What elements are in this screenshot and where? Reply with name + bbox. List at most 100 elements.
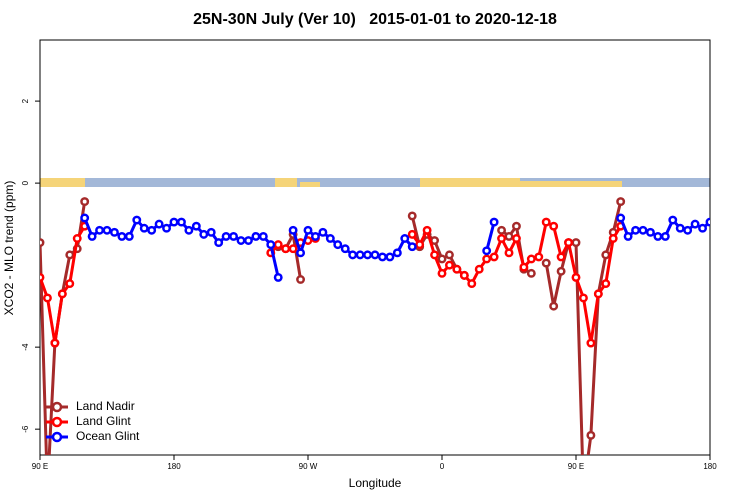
data-point bbox=[580, 487, 586, 493]
data-point bbox=[214, 238, 224, 248]
data-point bbox=[601, 279, 611, 289]
data-point bbox=[139, 223, 149, 233]
data-point bbox=[675, 223, 685, 233]
data-point bbox=[176, 217, 186, 227]
x-tick-label: 90 E bbox=[568, 462, 584, 471]
data-point bbox=[698, 223, 708, 233]
data-point bbox=[400, 234, 410, 243]
data-point bbox=[355, 250, 365, 260]
data-point bbox=[534, 252, 544, 262]
y-axis-label: XCO2 - MLO trend (ppm) bbox=[2, 181, 16, 316]
data-point bbox=[221, 231, 231, 241]
data-point bbox=[258, 231, 268, 241]
data-point bbox=[288, 225, 298, 235]
data-point bbox=[541, 217, 551, 227]
data-point bbox=[50, 338, 60, 348]
series-line bbox=[40, 201, 623, 455]
legend-marker bbox=[51, 431, 63, 443]
data-point bbox=[683, 225, 693, 235]
data-point bbox=[489, 252, 499, 262]
data-point bbox=[415, 240, 425, 250]
data-point bbox=[705, 217, 710, 227]
data-point bbox=[511, 234, 521, 243]
data-point bbox=[236, 236, 246, 245]
data-point bbox=[571, 238, 581, 248]
data-point bbox=[511, 221, 521, 231]
x-tick-label: 0 bbox=[440, 462, 445, 471]
data-point bbox=[526, 268, 536, 278]
series-line bbox=[83, 217, 710, 278]
data-point bbox=[310, 231, 320, 241]
data-point bbox=[154, 219, 164, 229]
data-point bbox=[206, 227, 216, 237]
data-point bbox=[42, 293, 52, 303]
data-point bbox=[504, 231, 514, 241]
data-point bbox=[407, 242, 417, 252]
data-point bbox=[497, 225, 507, 235]
data-point bbox=[199, 229, 209, 239]
data-point bbox=[482, 254, 492, 264]
land-ocean-strip bbox=[40, 178, 710, 187]
data-point bbox=[109, 227, 119, 237]
data-point bbox=[392, 248, 402, 258]
data-point bbox=[645, 227, 655, 237]
data-point bbox=[288, 244, 298, 254]
y-tick-label: 2 bbox=[21, 98, 30, 103]
data-point bbox=[459, 270, 469, 280]
data-point bbox=[266, 240, 276, 250]
legend-label: Land Nadir bbox=[76, 399, 135, 413]
data-point bbox=[474, 264, 484, 274]
data-point bbox=[132, 215, 142, 225]
data-point bbox=[296, 248, 306, 258]
x-tick-label: 180 bbox=[703, 462, 717, 471]
data-point bbox=[660, 231, 670, 241]
data-point bbox=[40, 238, 45, 248]
y-tick-label: 0 bbox=[21, 180, 30, 185]
data-point bbox=[467, 279, 477, 289]
data-point bbox=[184, 225, 194, 235]
data-point bbox=[489, 217, 499, 227]
data-point bbox=[40, 272, 45, 282]
data-point bbox=[296, 275, 306, 284]
data-point bbox=[437, 254, 447, 264]
y-tick-label: -4 bbox=[21, 343, 30, 351]
data-point bbox=[102, 225, 112, 235]
data-point bbox=[325, 234, 335, 243]
plot-area bbox=[40, 197, 710, 493]
data-point bbox=[147, 225, 157, 235]
data-point bbox=[586, 430, 596, 440]
data-point bbox=[340, 244, 350, 254]
data-point bbox=[117, 231, 127, 241]
data-point bbox=[348, 250, 358, 260]
x-tick-label: 90 W bbox=[299, 462, 318, 471]
data-point bbox=[593, 289, 603, 299]
data-point bbox=[407, 211, 417, 221]
data-point bbox=[243, 236, 253, 245]
data-point bbox=[95, 225, 105, 235]
data-point bbox=[333, 240, 343, 250]
data-point bbox=[229, 231, 239, 241]
x-tick-label: 180 bbox=[167, 462, 181, 471]
data-point bbox=[556, 266, 566, 276]
x-axis-label: Longitude bbox=[349, 476, 402, 490]
data-point bbox=[653, 231, 663, 241]
data-point bbox=[601, 250, 611, 260]
legend-marker bbox=[51, 401, 63, 413]
data-point bbox=[504, 248, 514, 258]
data-point bbox=[452, 264, 462, 274]
data-point bbox=[191, 221, 201, 231]
data-point bbox=[638, 225, 648, 235]
data-point bbox=[526, 254, 536, 264]
data-point bbox=[44, 487, 50, 493]
data-point bbox=[370, 250, 380, 260]
data-point bbox=[616, 213, 626, 223]
data-point bbox=[87, 231, 97, 241]
data-point bbox=[497, 234, 507, 243]
data-point bbox=[549, 301, 559, 311]
data-point bbox=[586, 338, 596, 348]
data-point bbox=[444, 260, 454, 270]
data-point bbox=[80, 197, 90, 207]
data-point bbox=[57, 289, 67, 299]
data-point bbox=[72, 234, 82, 243]
